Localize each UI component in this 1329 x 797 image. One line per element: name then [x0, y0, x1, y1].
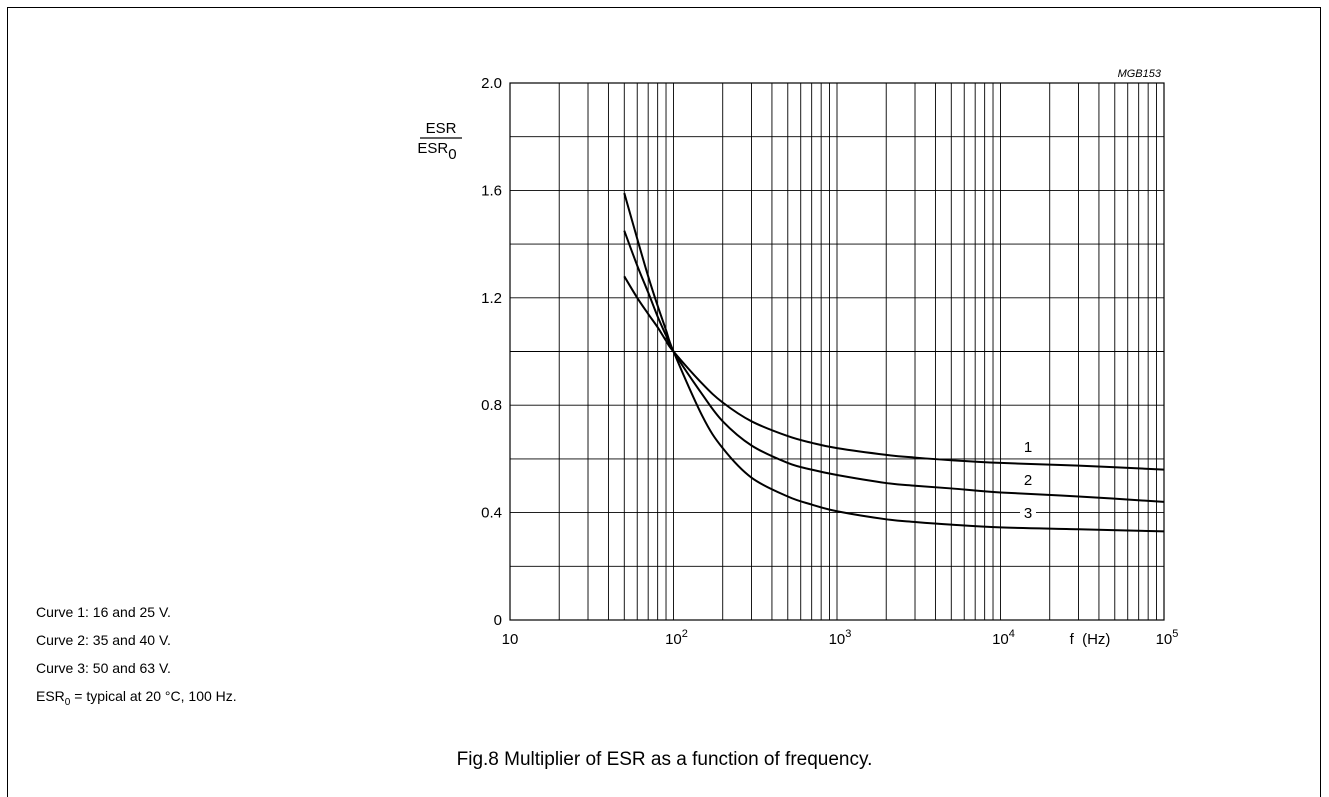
curve-label-bg — [1020, 438, 1036, 454]
y-label-numerator: ESR — [426, 120, 457, 137]
y-tick-label: 1.2 — [481, 290, 502, 307]
plot-frame — [509, 82, 1165, 621]
curve-note-3: Curve 3: 50 and 63 V. — [36, 660, 171, 676]
curve-1 — [623, 275, 1165, 471]
curve-3 — [623, 192, 1165, 533]
figure-frame — [7, 7, 1321, 797]
curves — [623, 192, 1165, 533]
labels: MGB153 ESR ESR0 f (Hz) 1 2 3 0 0.4 0.8 1.2 1.6 2… — [417, 68, 1178, 648]
figure-caption: Fig.8 Multiplier of ESR as a function of… — [456, 749, 873, 770]
curve-label-3: 3 — [1024, 505, 1032, 522]
esr0-note: ESR0 = typical at 20 °C, 100 Hz. — [36, 688, 237, 708]
y-tick-label: 0.8 — [481, 397, 502, 414]
x-tick-label: 103 — [829, 628, 852, 648]
y-tick-label: 0.4 — [481, 505, 502, 522]
grid — [509, 82, 1165, 621]
curve-label-1: 1 — [1024, 439, 1032, 456]
y-tick-label: 0 — [494, 612, 502, 629]
y-tick-label: 1.6 — [481, 182, 502, 199]
curve-note-2: Curve 2: 35 and 40 V. — [36, 632, 171, 648]
x-axis-label: f (Hz) — [1070, 631, 1111, 648]
figure-code: MGB153 — [1118, 68, 1162, 80]
x-tick-label: 105 — [1156, 628, 1179, 648]
curve-label-bg — [1020, 471, 1036, 487]
x-tick-label: 10 — [502, 631, 519, 648]
y-tick-label: 2.0 — [481, 75, 502, 92]
curve-note-1: Curve 1: 16 and 25 V. — [36, 604, 171, 620]
y-label-denominator: ESR0 — [417, 140, 456, 163]
x-tick-label: 102 — [665, 628, 688, 648]
curve-label-2: 2 — [1024, 472, 1032, 489]
x-tick-label: 104 — [992, 628, 1015, 648]
curve-label-bg — [1020, 504, 1036, 520]
curve-2 — [623, 230, 1165, 503]
